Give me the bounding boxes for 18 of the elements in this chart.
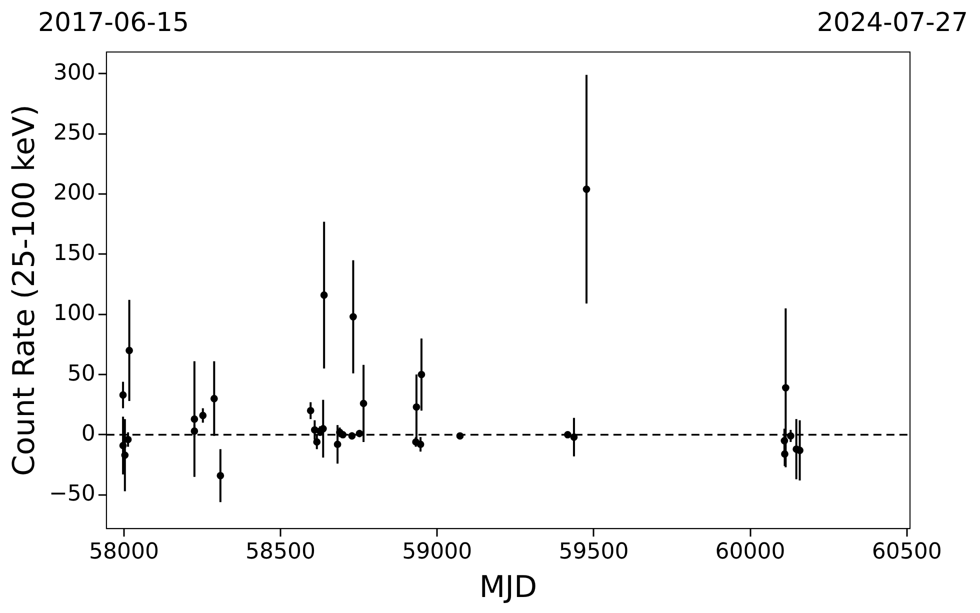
y-tick-label: 50: [67, 361, 96, 386]
x-axis-title: MJD: [479, 570, 538, 605]
y-tick-label: 0: [81, 421, 96, 446]
x-tick-label: 58000: [88, 540, 159, 565]
text: 2017-06-15: [38, 8, 190, 38]
y-tick-label: 200: [53, 180, 96, 206]
x-tick-label: 60500: [872, 540, 942, 565]
y-tick-label: 300: [53, 60, 96, 86]
y-tick-label: 250: [53, 120, 96, 146]
y-tick-label: 150: [53, 240, 96, 266]
x-tick-label: 58500: [246, 540, 316, 565]
x-tick-label: 59500: [558, 540, 629, 565]
y-tick-label: −50: [48, 482, 96, 507]
x-tick-label: 59000: [402, 540, 472, 565]
text: 2024-07-27: [816, 8, 968, 38]
x-tick-label: 60000: [715, 540, 786, 565]
y-axis-title: Count Rate (25-100 keV): [6, 104, 42, 476]
y-tick-label: 100: [53, 301, 96, 326]
